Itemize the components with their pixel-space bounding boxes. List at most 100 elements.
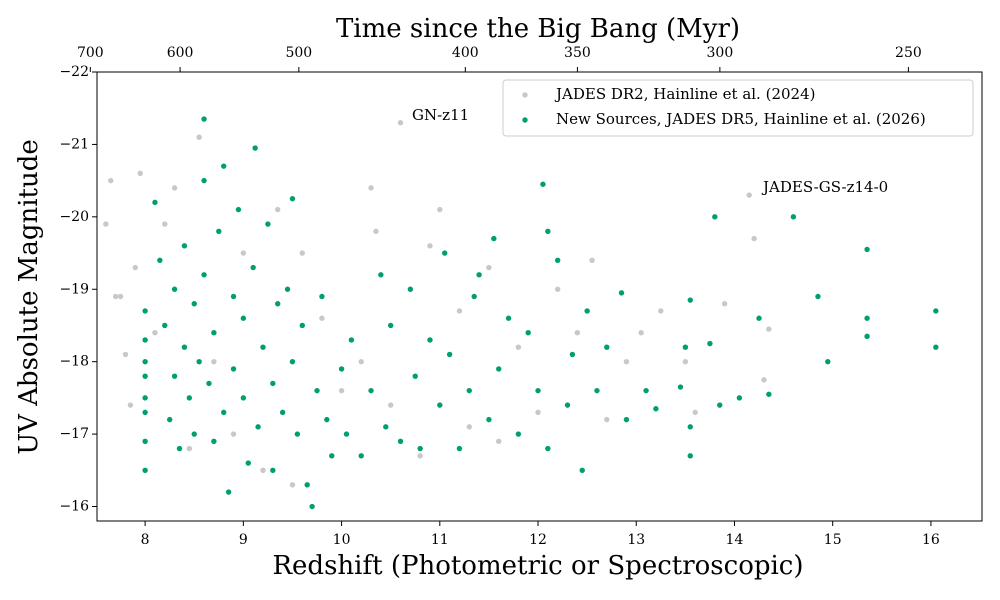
point [383,424,389,430]
x-tick-label: 16 [922,532,940,548]
point [171,286,178,292]
x2-tick-label: 500 [285,45,312,61]
x-tick-label: 13 [627,532,645,548]
point [397,119,404,126]
point [127,402,134,408]
point [525,330,531,336]
point [132,264,139,271]
point [240,315,247,321]
point [206,380,212,387]
point [186,445,193,452]
point [554,286,561,292]
point [181,243,188,249]
point [387,322,394,329]
point [545,445,551,452]
point [250,264,256,271]
legend-marker [522,117,528,123]
point [466,387,472,394]
point [211,438,217,445]
x-tick-label: 15 [824,532,842,548]
point [157,257,163,263]
point [299,322,305,329]
point [235,206,242,213]
point [456,308,463,314]
point [933,308,939,314]
point [265,221,271,227]
x-axis-label: Redshift (Photometric or Spectroscopic) [272,551,803,581]
point [358,453,364,459]
point [412,373,418,379]
point [108,177,114,184]
point [491,235,497,242]
point [638,330,644,336]
point [864,333,870,340]
point [252,145,258,151]
point [289,196,296,202]
point [584,308,590,314]
point [387,402,394,408]
point [746,192,752,198]
x2-tick-label: 250 [895,45,922,61]
point [230,366,237,372]
point [211,330,217,336]
point [864,246,870,253]
point [623,358,630,365]
point [864,315,870,321]
point [142,308,148,314]
point [545,228,551,235]
point [594,387,600,394]
point [712,214,718,220]
point [309,503,315,510]
point [221,163,227,169]
point [535,387,541,394]
point [515,431,522,437]
point [427,337,433,343]
point [142,395,148,401]
point [142,409,148,416]
point [304,482,310,488]
point [358,358,364,365]
point [171,185,178,191]
point [191,301,197,307]
point [717,402,723,408]
point [579,467,585,474]
point [604,344,610,350]
legend-marker [522,92,528,98]
legend-label: New Sources, JADES DR5, Hainline et al. … [556,110,926,128]
point [284,286,291,292]
point [343,431,350,437]
x-tick-label: 14 [726,532,744,548]
point [181,344,188,350]
point [142,438,148,445]
x2-tick-label: 600 [167,45,194,61]
point [515,344,522,350]
point [142,373,148,379]
point [476,272,482,278]
point [324,416,330,423]
point [766,391,772,397]
x2-tick-label: 350 [564,45,591,61]
point [589,257,595,263]
point [196,358,202,365]
point [540,181,546,187]
point [142,467,148,474]
point [427,243,433,249]
point [142,337,148,343]
point [397,438,404,445]
point [456,445,463,452]
point [275,206,281,213]
point [314,387,320,394]
point [825,358,831,365]
x2-tick-label: 300 [707,45,734,61]
point [186,395,193,401]
point [658,308,664,314]
point [255,424,261,430]
y-axis-label: UV Absolute Magnitude [14,139,44,455]
point [574,330,581,336]
point [687,424,693,430]
point [240,395,247,401]
point [437,402,443,408]
point [437,206,443,213]
x-tick-label: 8 [141,532,150,548]
point [618,290,625,296]
